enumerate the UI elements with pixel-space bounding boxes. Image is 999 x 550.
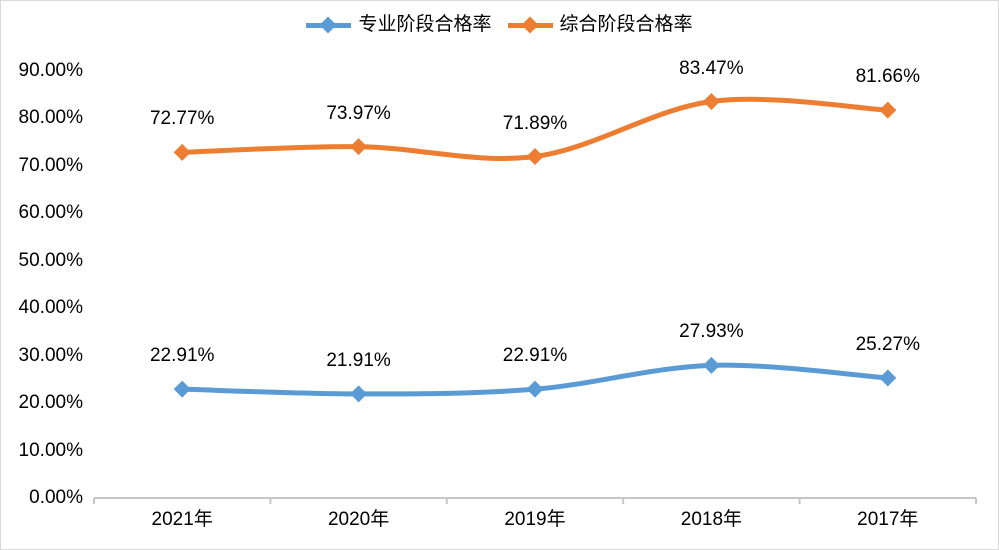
y-axis-tick-label: 50.00%	[18, 249, 83, 271]
legend-label-comprehensive-stage: 综合阶段合格率	[559, 14, 693, 35]
y-axis-tick-label: 60.00%	[18, 202, 83, 223]
data-point-marker	[526, 380, 544, 398]
data-label: 25.27%	[855, 333, 921, 355]
y-axis-tick-label: 80.00%	[18, 107, 83, 128]
data-point-marker	[879, 101, 897, 119]
y-axis-tick-label: 40.00%	[18, 297, 83, 318]
data-point-marker	[702, 93, 720, 111]
data-label: 72.77%	[149, 108, 215, 130]
data-label: 21.91%	[326, 349, 391, 371]
data-point-marker	[526, 148, 544, 166]
data-label: 83.47%	[679, 57, 744, 79]
y-axis-tick-label: 30.00%	[18, 344, 83, 366]
x-axis-category-label: 2020年	[327, 509, 390, 530]
legend-item-comprehensive-stage: 综合阶段合格率	[507, 14, 693, 36]
x-axis-category-label: 2017年	[857, 509, 919, 530]
x-axis-category-label: 2019年	[504, 509, 566, 530]
data-point-marker	[350, 385, 368, 403]
data-point-marker	[702, 356, 720, 374]
data-label: 22.91%	[502, 345, 568, 367]
legend-line-marker-icon	[306, 16, 352, 34]
chart-legend: 专业阶段合格率 综合阶段合格率	[1, 14, 998, 36]
y-axis-tick-label: 90.00%	[18, 59, 83, 81]
data-label: 81.66%	[855, 66, 921, 88]
data-point-marker	[173, 143, 191, 161]
data-label: 73.97%	[326, 102, 391, 124]
data-label: 22.91%	[149, 345, 215, 367]
legend-item-professional-stage: 专业阶段合格率	[306, 14, 492, 36]
data-point-marker	[879, 369, 897, 387]
x-axis-category-label: 2021年	[151, 509, 213, 530]
data-point-marker	[350, 138, 368, 156]
data-point-marker	[173, 380, 191, 398]
y-axis-tick-label: 70.00%	[18, 154, 83, 176]
x-axis-category-label: 2018年	[680, 509, 743, 530]
y-axis-tick-label: 0.00%	[29, 487, 83, 508]
data-label: 27.93%	[679, 321, 744, 343]
data-label: 71.89%	[502, 112, 568, 134]
y-axis-tick-label: 20.00%	[18, 392, 83, 413]
legend-label-professional-stage: 专业阶段合格率	[358, 14, 492, 35]
y-axis-tick-label: 10.00%	[18, 439, 83, 461]
legend-line-marker-icon	[507, 16, 553, 34]
